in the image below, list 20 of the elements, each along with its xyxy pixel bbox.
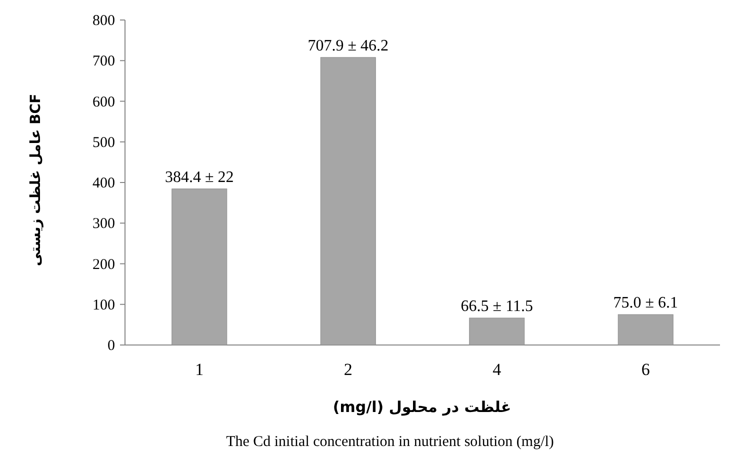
- x-tick-label: 6: [641, 360, 650, 379]
- x-tick-label: 2: [344, 360, 352, 379]
- x-axis-title: غلظت در محلول (mg/l): [332, 398, 512, 416]
- text: The Cd initial concentration in nutrient solution (mg/l): [226, 434, 554, 450]
- y-tick-label: 700: [92, 54, 115, 70]
- data-label: 75.0 ± 6.1: [613, 294, 678, 312]
- y-tick-label: 0: [108, 338, 115, 354]
- y-tick-label: 600: [92, 94, 115, 110]
- y-axis-title: عامل غلظت زیستی BCF: [28, 94, 44, 266]
- y-tick-label: 500: [92, 134, 115, 151]
- data-label: 66.5 ± 11.5: [460, 298, 533, 315]
- x-tick-label: 1: [195, 360, 204, 379]
- data-label: 707.9 ± 46.2: [308, 37, 389, 54]
- y-tick-label: 200: [92, 256, 115, 273]
- data-label: 384.4 ± 22: [164, 168, 234, 186]
- y-tick-label: 400: [92, 176, 115, 192]
- y-tick-label: 300: [92, 216, 115, 232]
- x-tick-label: 4: [492, 360, 502, 379]
- y-tick-label: 800: [92, 13, 115, 29]
- y-tick-label: 100: [92, 297, 115, 314]
